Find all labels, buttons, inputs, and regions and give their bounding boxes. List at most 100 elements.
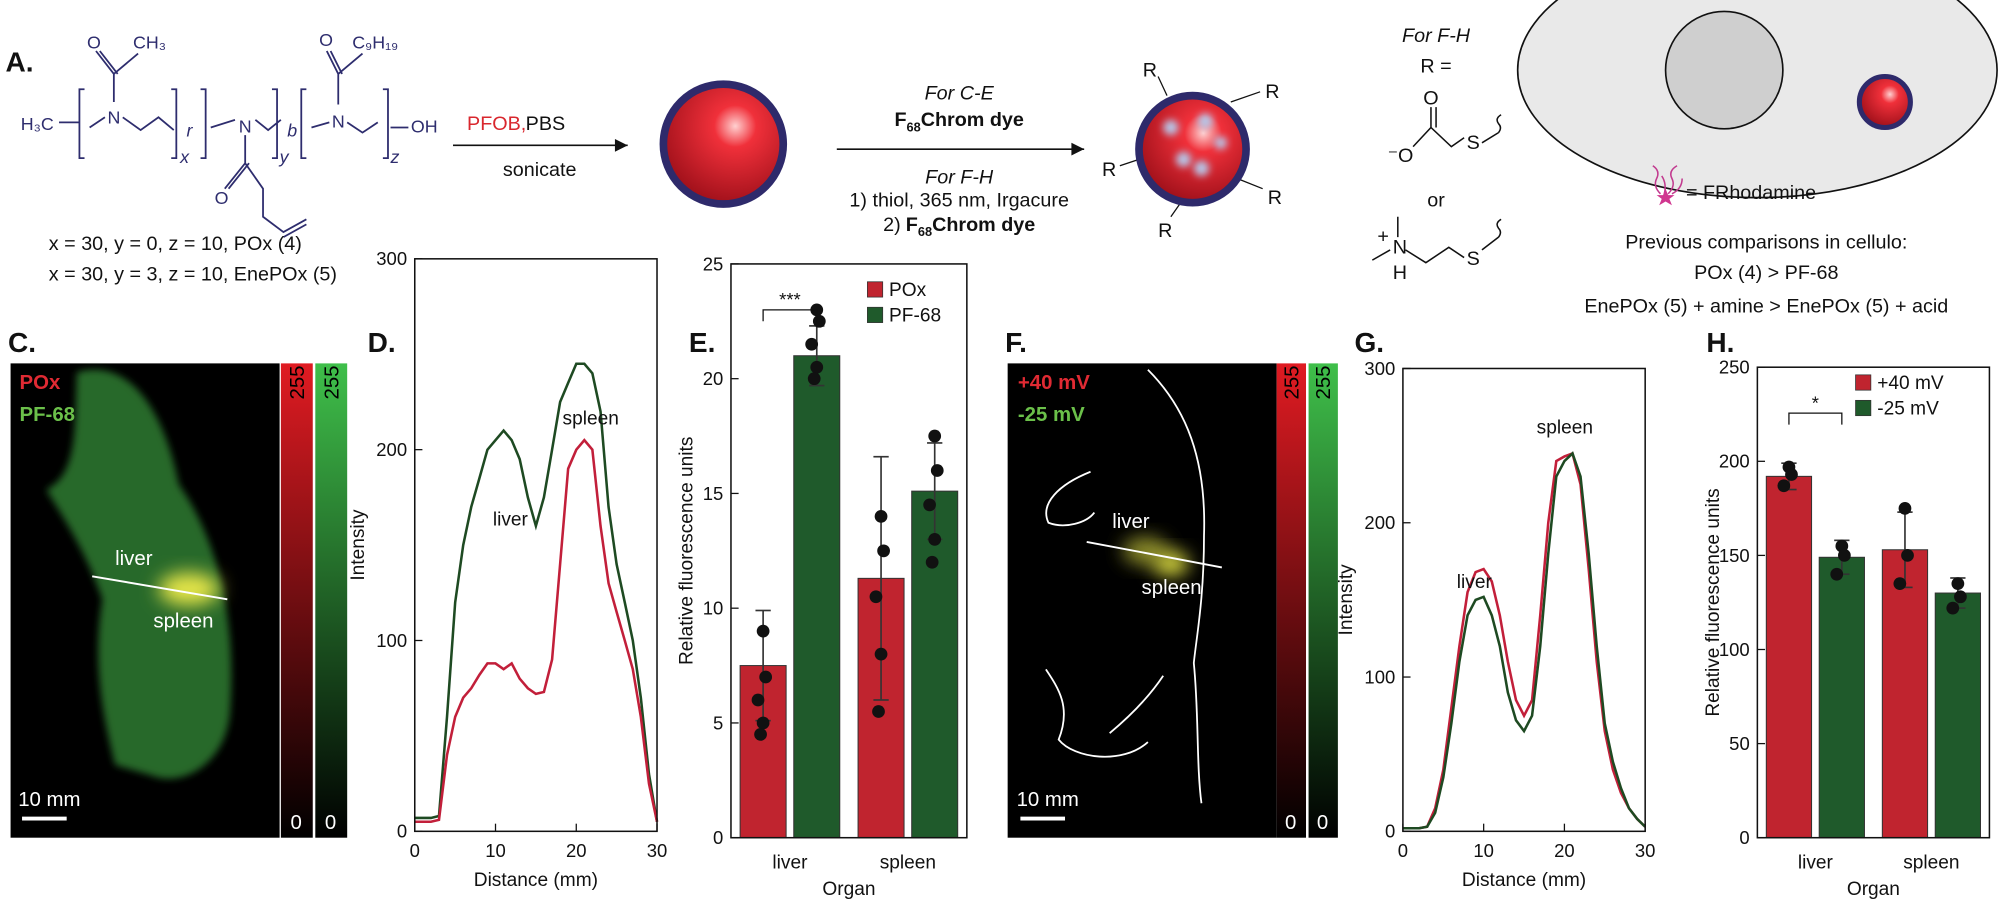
internalised-droplet	[1856, 73, 1913, 131]
atom-label: O	[1423, 88, 1438, 110]
legend-label: PF-68	[889, 305, 941, 326]
condition: 2) F68Chrom dye	[883, 214, 1035, 239]
data-point	[877, 544, 890, 558]
atom-label: OH	[411, 117, 438, 137]
data-point	[1893, 577, 1907, 591]
data-point	[759, 670, 773, 684]
y-tick-label: 0	[397, 821, 407, 842]
data-point	[751, 693, 765, 707]
y-tick-label: 250	[1719, 357, 1750, 378]
x-tick-label: 30	[1635, 840, 1656, 861]
significance-bracket	[1788, 412, 1843, 425]
legend-swatch	[867, 281, 884, 298]
data-point	[923, 498, 936, 512]
colorbar-min: 0	[291, 812, 302, 834]
x-tick-label: 30	[647, 840, 668, 861]
y-axis-label: Intensity	[348, 509, 369, 581]
bar	[1934, 592, 1981, 839]
data-point	[928, 429, 942, 443]
legend-label: -25 mV	[1877, 398, 1939, 419]
data-point	[872, 705, 885, 718]
y-tick-label: 10	[703, 598, 724, 619]
functionalised-droplet	[1119, 76, 1263, 218]
y-tick-label: 0	[1739, 827, 1749, 848]
y-tick-label: 100	[1364, 666, 1395, 687]
legend-swatch	[867, 306, 884, 323]
fluorescence-image	[1007, 363, 1277, 838]
colorbar-max: 255	[321, 365, 343, 399]
atom-label: b	[287, 120, 297, 140]
condition: sonicate	[503, 159, 577, 181]
data-point	[1954, 590, 1967, 604]
panel-label: G.	[1354, 327, 1384, 358]
line-series	[1402, 451, 1647, 830]
bar	[1881, 549, 1929, 839]
x-tick-label: 20	[1554, 840, 1575, 861]
x-tick-label: 10	[485, 840, 506, 861]
dye-sub: 68	[918, 224, 932, 239]
legend-swatch	[1855, 399, 1872, 417]
panel-label: H.	[1706, 327, 1734, 358]
frhodamine-star	[1656, 188, 1675, 206]
colorbar-min: 0	[1285, 812, 1296, 834]
caption: x = 30, y = 3, z = 10, EnePOx (5)	[49, 264, 337, 286]
atom-label: CH₃	[133, 32, 166, 52]
comparison: EnePOx (5) + amine > EnePOx (5) + acid	[1584, 295, 1948, 317]
y-tick-label: 15	[703, 483, 724, 504]
data-point	[869, 590, 883, 604]
colorbar-max: 255	[287, 365, 309, 399]
step-number: 2)	[883, 214, 901, 236]
nucleus	[1664, 10, 1784, 130]
condition: 1) thiol, 365 nm, Irgacure	[849, 190, 1069, 212]
amine	[1371, 216, 1502, 264]
significance-label: ***	[779, 289, 801, 310]
separator: or	[1427, 190, 1445, 212]
polymer-structure	[59, 50, 409, 238]
atom-label: ⁻O	[1388, 145, 1414, 167]
plot-frame	[730, 263, 968, 839]
y-tick-label: 200	[376, 439, 407, 460]
atom-label: O	[319, 30, 333, 50]
y-axis-label: Intensity	[1336, 564, 1357, 636]
y-tick-label: 5	[713, 712, 723, 733]
comparison: POx (4) > PF-68	[1694, 262, 1838, 284]
data-point	[756, 716, 770, 730]
data-point	[930, 464, 944, 477]
channel-label: POx	[19, 372, 60, 394]
y-tick-label: 200	[1719, 451, 1750, 472]
y-tick-label: 300	[1364, 358, 1395, 379]
data-point	[1951, 577, 1965, 591]
atom-label: C₉H₁₉	[352, 32, 398, 52]
reagent: PFOB,	[467, 113, 526, 135]
annotation: liver	[493, 509, 529, 530]
emulsion-droplet	[659, 80, 788, 208]
organ-label: liver	[1112, 511, 1150, 533]
data-point	[874, 510, 888, 523]
atom-label: +	[1377, 225, 1389, 247]
data-point	[810, 360, 824, 374]
atom-label: y	[278, 147, 290, 167]
data-point	[805, 337, 819, 351]
dye-name: F68Chrom dye	[894, 109, 1023, 134]
bar	[1818, 556, 1865, 839]
scale-bar-label: 10 mm	[18, 789, 80, 811]
y-tick-label: 0	[713, 827, 723, 848]
channel-label: PF-68	[19, 404, 75, 426]
y-tick-label: 20	[703, 368, 724, 389]
atom-label: z	[390, 147, 400, 167]
atom-label: S	[1467, 132, 1480, 154]
panel-label: F.	[1005, 327, 1027, 358]
profile-line	[1086, 540, 1223, 569]
x-axis-label: Distance (mm)	[474, 870, 598, 891]
y-axis-label: Relative fluorescence units	[1703, 488, 1724, 716]
y-tick-label: 100	[1719, 639, 1750, 660]
panel-label: E.	[689, 327, 716, 358]
x-tick-label: spleen	[880, 852, 936, 873]
colorbar-min: 0	[325, 812, 336, 834]
x-tick-label: spleen	[1903, 852, 1959, 873]
x-axis-label: Distance (mm)	[1462, 870, 1586, 891]
colorbar-max: 255	[1313, 365, 1335, 399]
legend-text: = FRhodamine	[1686, 182, 1816, 204]
r-group: R	[1158, 220, 1172, 242]
legend-label: +40 mV	[1877, 373, 1944, 394]
